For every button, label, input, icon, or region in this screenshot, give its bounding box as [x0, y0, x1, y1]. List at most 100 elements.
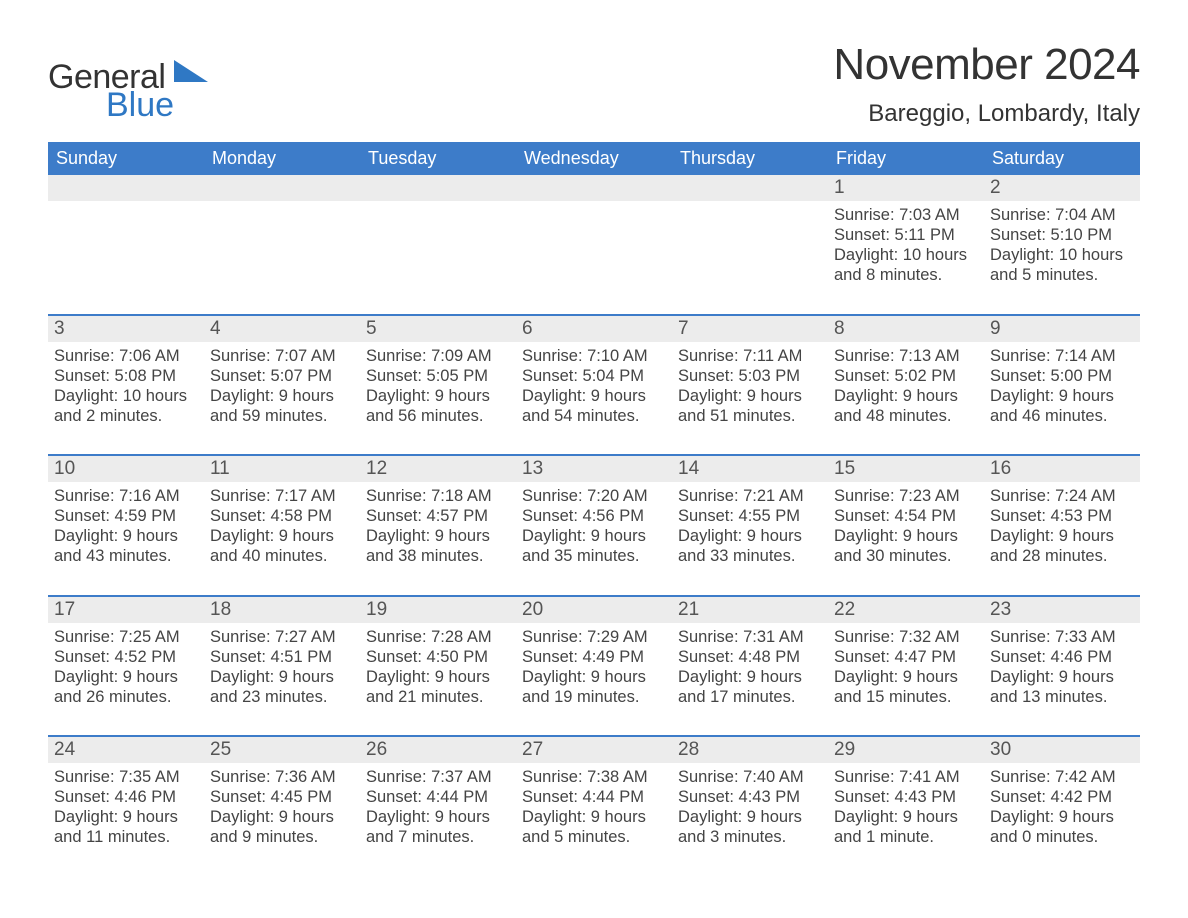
day-header: Thursday	[672, 142, 828, 175]
sunset-text: Sunset: 5:05 PM	[366, 366, 510, 386]
day-number: 16	[990, 458, 1011, 479]
day-number-strip: .	[672, 175, 828, 201]
day-number: 9	[990, 318, 1001, 339]
day-number-strip: 11	[204, 456, 360, 482]
day-header: Friday	[828, 142, 984, 175]
daylight-text: Daylight: 9 hours and 0 minutes.	[990, 807, 1134, 847]
day-details: Sunrise: 7:42 AMSunset: 4:42 PMDaylight:…	[984, 763, 1140, 848]
daylight-text: Daylight: 9 hours and 1 minute.	[834, 807, 978, 847]
day-details: Sunrise: 7:11 AMSunset: 5:03 PMDaylight:…	[672, 342, 828, 427]
day-number: 1	[834, 177, 845, 198]
sunrise-text: Sunrise: 7:03 AM	[834, 205, 978, 225]
day-cell: 1 Sunrise: 7:03 AMSunset: 5:11 PMDaylight…	[828, 175, 984, 286]
daylight-text: Daylight: 9 hours and 40 minutes.	[210, 526, 354, 566]
day-number-strip: 28	[672, 737, 828, 763]
sunrise-text: Sunrise: 7:27 AM	[210, 627, 354, 647]
daylight-text: Daylight: 9 hours and 13 minutes.	[990, 667, 1134, 707]
day-details: Sunrise: 7:13 AMSunset: 5:02 PMDaylight:…	[828, 342, 984, 427]
sunset-text: Sunset: 4:47 PM	[834, 647, 978, 667]
day-details: Sunrise: 7:41 AMSunset: 4:43 PMDaylight:…	[828, 763, 984, 848]
day-details: Sunrise: 7:04 AMSunset: 5:10 PMDaylight:…	[984, 201, 1140, 286]
day-number: 13	[522, 458, 543, 479]
day-cell: 28Sunrise: 7:40 AMSunset: 4:43 PMDayligh…	[672, 737, 828, 848]
brand-word2: Blue	[106, 88, 208, 122]
daylight-text: Daylight: 9 hours and 56 minutes.	[366, 386, 510, 426]
day-details: Sunrise: 7:10 AMSunset: 5:04 PMDaylight:…	[516, 342, 672, 427]
sunset-text: Sunset: 4:57 PM	[366, 506, 510, 526]
day-number: 15	[834, 458, 855, 479]
day-number-strip: 19	[360, 597, 516, 623]
day-cell: 5Sunrise: 7:09 AMSunset: 5:05 PMDaylight…	[360, 316, 516, 427]
sunrise-text: Sunrise: 7:25 AM	[54, 627, 198, 647]
day-details: Sunrise: 7:32 AMSunset: 4:47 PMDaylight:…	[828, 623, 984, 708]
daylight-text: Daylight: 9 hours and 7 minutes.	[366, 807, 510, 847]
daylight-text: Daylight: 9 hours and 15 minutes.	[834, 667, 978, 707]
sunset-text: Sunset: 5:10 PM	[990, 225, 1134, 245]
day-number-strip: 6	[516, 316, 672, 342]
day-number-strip: 10	[48, 456, 204, 482]
sunrise-text: Sunrise: 7:37 AM	[366, 767, 510, 787]
day-cell: 6Sunrise: 7:10 AMSunset: 5:04 PMDaylight…	[516, 316, 672, 427]
sunrise-text: Sunrise: 7:14 AM	[990, 346, 1134, 366]
day-number-strip: 3	[48, 316, 204, 342]
day-number: 25	[210, 739, 231, 760]
daylight-text: Daylight: 9 hours and 5 minutes.	[522, 807, 666, 847]
day-number-strip: 8	[828, 316, 984, 342]
sunrise-text: Sunrise: 7:17 AM	[210, 486, 354, 506]
daylight-text: Daylight: 9 hours and 23 minutes.	[210, 667, 354, 707]
month-title: November 2024	[833, 40, 1140, 90]
day-cell: 3Sunrise: 7:06 AMSunset: 5:08 PMDaylight…	[48, 316, 204, 427]
sunset-text: Sunset: 4:48 PM	[678, 647, 822, 667]
day-number-strip: .	[360, 175, 516, 201]
brand-logo: General Blue	[48, 40, 208, 122]
sunset-text: Sunset: 4:49 PM	[522, 647, 666, 667]
title-block: November 2024 Bareggio, Lombardy, Italy	[833, 40, 1140, 128]
sunset-text: Sunset: 5:11 PM	[834, 225, 978, 245]
sunrise-text: Sunrise: 7:16 AM	[54, 486, 198, 506]
sunrise-text: Sunrise: 7:31 AM	[678, 627, 822, 647]
day-number-strip: 30	[984, 737, 1140, 763]
day-number-strip: 7	[672, 316, 828, 342]
sunset-text: Sunset: 4:46 PM	[990, 647, 1134, 667]
day-header: Sunday	[48, 142, 204, 175]
day-number-strip: 9	[984, 316, 1140, 342]
day-details: Sunrise: 7:16 AMSunset: 4:59 PMDaylight:…	[48, 482, 204, 567]
empty-day-cell: .	[672, 175, 828, 286]
day-number: 19	[366, 599, 387, 620]
sunset-text: Sunset: 5:03 PM	[678, 366, 822, 386]
day-number: 17	[54, 599, 75, 620]
day-number: 27	[522, 739, 543, 760]
daylight-text: Daylight: 9 hours and 54 minutes.	[522, 386, 666, 426]
daylight-text: Daylight: 10 hours and 2 minutes.	[54, 386, 198, 426]
daylight-text: Daylight: 9 hours and 19 minutes.	[522, 667, 666, 707]
sunset-text: Sunset: 4:45 PM	[210, 787, 354, 807]
day-number-strip: 29	[828, 737, 984, 763]
sunrise-text: Sunrise: 7:18 AM	[366, 486, 510, 506]
day-cell: 25Sunrise: 7:36 AMSunset: 4:45 PMDayligh…	[204, 737, 360, 848]
sunset-text: Sunset: 4:58 PM	[210, 506, 354, 526]
sunset-text: Sunset: 4:54 PM	[834, 506, 978, 526]
day-cell: 29Sunrise: 7:41 AMSunset: 4:43 PMDayligh…	[828, 737, 984, 848]
sunrise-text: Sunrise: 7:29 AM	[522, 627, 666, 647]
sunset-text: Sunset: 4:52 PM	[54, 647, 198, 667]
day-number: 4	[210, 318, 221, 339]
day-details: Sunrise: 7:27 AMSunset: 4:51 PMDaylight:…	[204, 623, 360, 708]
sunrise-text: Sunrise: 7:23 AM	[834, 486, 978, 506]
sunrise-text: Sunrise: 7:07 AM	[210, 346, 354, 366]
day-number: 26	[366, 739, 387, 760]
daylight-text: Daylight: 9 hours and 26 minutes.	[54, 667, 198, 707]
day-details: Sunrise: 7:14 AMSunset: 5:00 PMDaylight:…	[984, 342, 1140, 427]
day-number: 30	[990, 739, 1011, 760]
day-number: 5	[366, 318, 377, 339]
day-details: Sunrise: 7:07 AMSunset: 5:07 PMDaylight:…	[204, 342, 360, 427]
day-cell: 2Sunrise: 7:04 AMSunset: 5:10 PMDaylight…	[984, 175, 1140, 286]
sunset-text: Sunset: 5:02 PM	[834, 366, 978, 386]
sunrise-text: Sunrise: 7:11 AM	[678, 346, 822, 366]
day-number-strip: 5	[360, 316, 516, 342]
day-details: Sunrise: 7:03 AMSunset: 5:11 PMDaylight:…	[828, 201, 984, 286]
day-cell: 7Sunrise: 7:11 AMSunset: 5:03 PMDaylight…	[672, 316, 828, 427]
day-number-strip: 4	[204, 316, 360, 342]
calendar-page: General Blue November 2024 Bareggio, Lom…	[0, 0, 1188, 918]
day-number: 8	[834, 318, 845, 339]
sunrise-text: Sunrise: 7:10 AM	[522, 346, 666, 366]
